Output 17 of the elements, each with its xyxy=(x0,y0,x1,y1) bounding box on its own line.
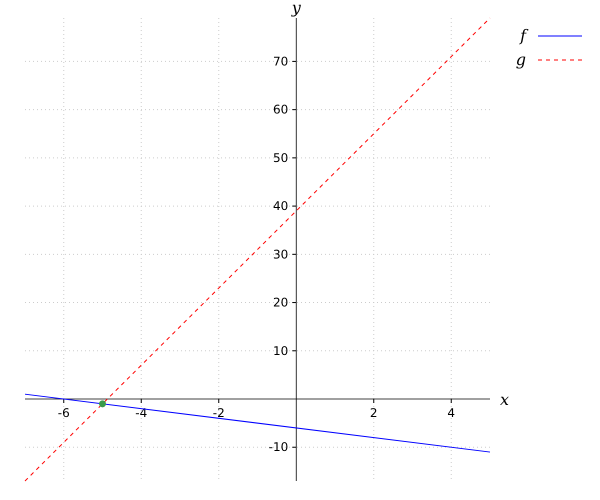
y-tick-label: 40 xyxy=(272,199,288,214)
x-tick-label: 2 xyxy=(370,406,378,420)
legend-label: f xyxy=(519,26,530,45)
y-axis-title: y xyxy=(290,0,302,17)
y-tick-label: 70 xyxy=(272,54,288,68)
y-tick-label: 60 xyxy=(272,102,288,117)
y-tick-label: 20 xyxy=(272,296,288,310)
x-axis-title: x xyxy=(500,390,510,410)
y-tick-label: 50 xyxy=(272,150,288,165)
y-tick-label: 30 xyxy=(272,247,288,262)
x-tick-label: 4 xyxy=(447,406,456,420)
x-tick-label: -6 xyxy=(58,406,70,420)
x-tick-label: -2 xyxy=(212,406,225,420)
y-tick-label: 10 xyxy=(272,344,288,358)
y-tick-label: -10 xyxy=(268,440,288,454)
legend-label: g xyxy=(516,50,526,69)
x-tick-label: -4 xyxy=(135,406,148,420)
